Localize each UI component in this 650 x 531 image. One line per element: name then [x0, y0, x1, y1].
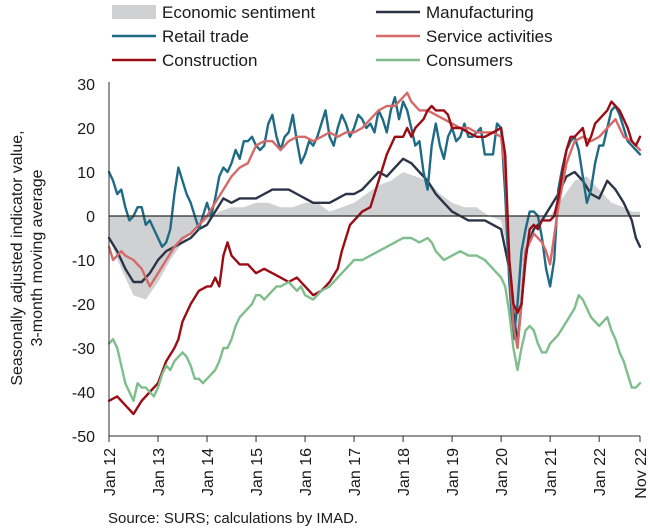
legend-label-retail-trade: Retail trade [162, 27, 249, 46]
x-tick-label: Jan 17 [347, 448, 364, 496]
legend: Economic sentiment Manufacturing Retail tr… [112, 3, 553, 70]
legend-swatch-economic-sentiment [112, 5, 156, 19]
y-tick-label: 10 [77, 165, 95, 182]
legend-label-construction: Construction [162, 51, 257, 70]
x-tick-label: Jan 16 [298, 448, 315, 496]
y-tick-label: 0 [86, 209, 95, 226]
series-construction-line [107, 100, 642, 416]
x-tick-label: Jan 22 [592, 448, 609, 496]
legend-label-service-activities: Service activities [426, 27, 553, 46]
y-tick-label: -10 [72, 253, 95, 270]
x-tick-label: Jan 21 [543, 448, 560, 496]
x-tick-label: Jan 12 [102, 448, 119, 496]
y-tick-label: -20 [72, 297, 95, 314]
series-manufacturing-line [107, 157, 642, 345]
x-tick-label: Nov 22 [633, 448, 650, 499]
x-tick-label: Jan 13 [151, 448, 168, 496]
series-economic-sentiment-area [109, 172, 640, 335]
y-tick-label: 30 [77, 77, 95, 94]
legend-label-economic-sentiment: Economic sentiment [162, 3, 315, 22]
source-note: Source: SURS; calculations by IMAD. [108, 510, 358, 527]
y-tick-label: -40 [72, 385, 95, 402]
x-tick-label: Jan 18 [396, 448, 413, 496]
series-service-activities-line [107, 91, 642, 350]
y-tick-label: 20 [77, 121, 95, 138]
plot-area [107, 91, 642, 416]
y-axis-label-line1: Seasonally adjusted indicator value, [9, 130, 26, 385]
y-tick-label: -30 [72, 341, 95, 358]
legend-label-consumers: Consumers [426, 51, 513, 70]
y-tick-label: -50 [72, 429, 95, 446]
x-tick-label: Jan 15 [249, 448, 266, 496]
series-consumers-line [107, 236, 642, 402]
legend-label-manufacturing: Manufacturing [426, 3, 534, 22]
x-tick-label: Jan 14 [200, 448, 217, 496]
y-axis-label-line2: 3-month moving average [29, 169, 46, 346]
x-tick-label: Jan 20 [494, 448, 511, 496]
x-tick-label: Jan 19 [445, 448, 462, 496]
axes: 30 20 10 0 -10 -20 -30 -40 -50 Jan 12 Jan 13 Jan 14… [72, 77, 650, 499]
